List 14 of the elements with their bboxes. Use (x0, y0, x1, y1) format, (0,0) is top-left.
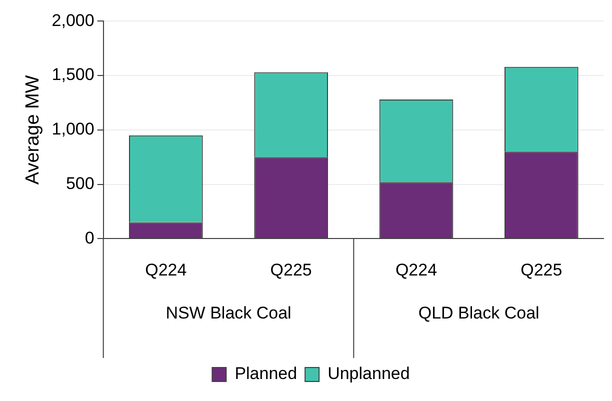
y-tick-label: 1,500 (52, 65, 94, 84)
x-tick-label: Q225 (520, 260, 562, 280)
y-tick-label: 2,000 (52, 10, 94, 30)
text: QLD Black Coal (418, 303, 540, 322)
x-tick-label: Q224 (145, 260, 187, 280)
legend-label: Unplanned (328, 364, 410, 384)
x-tick-label: Q224 (395, 260, 438, 280)
y-axis-title: Average MW (22, 75, 44, 185)
legend-label: Planned (234, 364, 298, 384)
y-tick-label: 500 (66, 174, 94, 193)
y-tick-label: 0 (84, 228, 94, 248)
y-tick-label: 1,000 (52, 120, 94, 139)
text: NSW Black Coal (166, 303, 292, 322)
x-tick-label: Q225 (270, 260, 312, 280)
